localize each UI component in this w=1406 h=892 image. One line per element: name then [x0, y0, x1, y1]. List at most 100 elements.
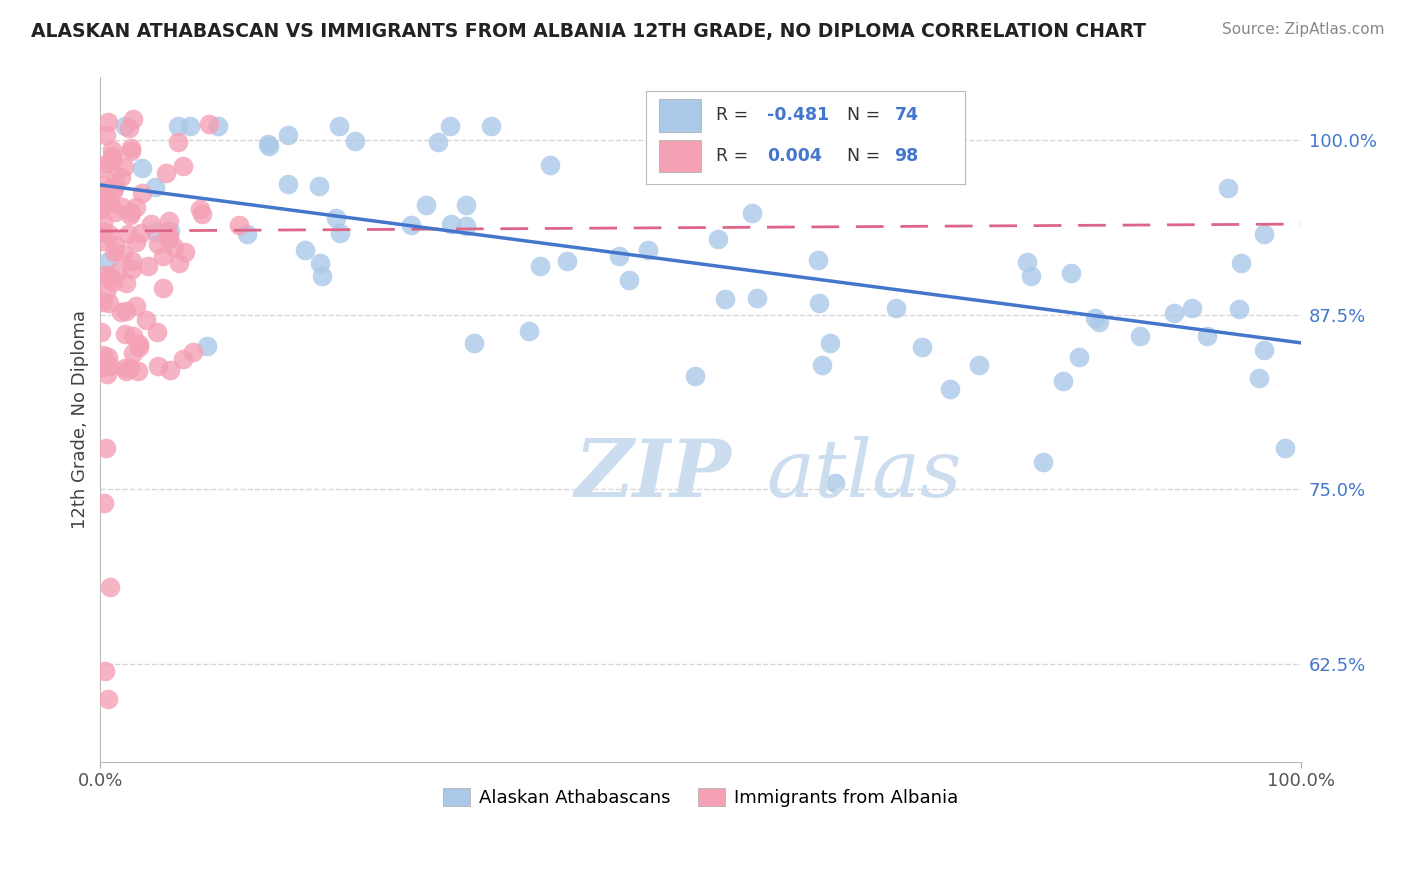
Point: [120, 360, 142, 375]
Point: [1216, 181, 1239, 195]
Point: [115, 277, 138, 291]
Point: [104, 237, 127, 252]
Point: [1227, 302, 1250, 317]
Point: [415, 197, 437, 211]
Point: [683, 368, 706, 383]
Point: [141, 217, 163, 231]
Point: [112, 160, 135, 174]
Point: [94, 285, 117, 299]
Point: [1084, 311, 1107, 326]
Point: [169, 255, 191, 269]
Y-axis label: 12th Grade, No Diploma: 12th Grade, No Diploma: [72, 310, 89, 529]
Point: [94, 268, 117, 282]
Point: [128, 340, 150, 354]
Point: [529, 259, 551, 273]
Point: [97, 115, 120, 129]
Point: [124, 235, 146, 249]
Point: [114, 364, 136, 378]
Point: [325, 211, 347, 225]
Point: [1253, 227, 1275, 241]
Point: [90, 359, 112, 374]
Point: [197, 117, 219, 131]
Point: [93, 496, 115, 510]
Point: [967, 358, 990, 372]
Point: [179, 120, 201, 134]
Point: [121, 254, 143, 268]
Point: [89, 234, 111, 248]
Point: [159, 224, 181, 238]
Point: [129, 226, 152, 240]
Point: [256, 136, 278, 151]
Point: [741, 206, 763, 220]
Point: [1019, 269, 1042, 284]
Point: [228, 218, 250, 232]
Point: [101, 185, 124, 199]
Point: [135, 313, 157, 327]
Point: [105, 265, 128, 279]
Point: [344, 135, 367, 149]
Point: [308, 178, 330, 193]
Point: [294, 244, 316, 258]
Point: [159, 362, 181, 376]
Point: [98, 580, 121, 594]
Point: [1195, 329, 1218, 343]
Point: [399, 219, 422, 233]
Point: [800, 158, 823, 172]
Point: [97, 296, 120, 310]
Point: [1249, 371, 1271, 385]
Point: [120, 208, 142, 222]
Point: [136, 260, 159, 274]
Point: [555, 254, 578, 268]
Point: [111, 247, 134, 261]
Point: [439, 120, 461, 134]
Point: [311, 268, 333, 283]
Point: [195, 339, 218, 353]
Point: [824, 475, 846, 490]
Point: [110, 305, 132, 319]
Point: [145, 225, 167, 239]
Point: [91, 294, 114, 309]
Point: [152, 281, 174, 295]
Point: [90, 202, 112, 216]
Point: [174, 244, 197, 259]
Point: [121, 262, 143, 277]
Point: [1163, 306, 1185, 320]
Point: [97, 350, 120, 364]
Point: [1088, 315, 1111, 329]
Point: [713, 293, 735, 307]
Point: [172, 351, 194, 366]
Point: [104, 204, 127, 219]
Point: [328, 120, 350, 134]
Point: [277, 128, 299, 142]
Point: [96, 441, 118, 455]
Point: [94, 128, 117, 143]
Point: [120, 205, 142, 219]
Point: [103, 245, 125, 260]
Point: [440, 218, 463, 232]
Point: [155, 166, 177, 180]
Point: [617, 272, 640, 286]
Point: [94, 195, 117, 210]
Point: [910, 340, 932, 354]
Point: [127, 364, 149, 378]
Point: [146, 359, 169, 373]
Point: [1181, 301, 1204, 316]
Point: [479, 120, 502, 134]
Point: [163, 240, 186, 254]
Point: [97, 227, 120, 241]
Point: [101, 149, 124, 163]
Point: [745, 291, 768, 305]
Text: Source: ZipAtlas.com: Source: ZipAtlas.com: [1222, 22, 1385, 37]
Point: [236, 227, 259, 242]
Point: [538, 158, 561, 172]
Text: ALASKAN ATHABASCAN VS IMMIGRANTS FROM ALBANIA 12TH GRADE, NO DIPLOMA CORRELATION: ALASKAN ATHABASCAN VS IMMIGRANTS FROM AL…: [31, 22, 1146, 41]
Point: [1069, 350, 1091, 364]
Point: [91, 225, 114, 239]
Point: [121, 345, 143, 359]
Point: [718, 143, 741, 157]
Point: [157, 214, 180, 228]
Point: [807, 296, 830, 310]
Point: [94, 357, 117, 371]
Point: [93, 178, 115, 192]
Point: [807, 252, 830, 267]
